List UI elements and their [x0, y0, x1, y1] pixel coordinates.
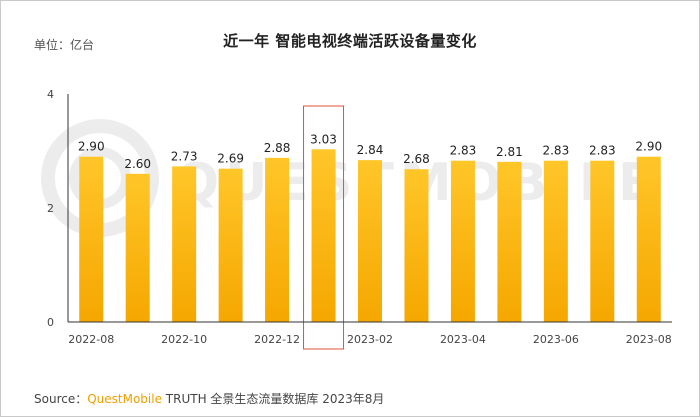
bar-value-label: 2.81 [496, 145, 523, 159]
x-tick-label: 2022-10 [161, 333, 207, 346]
bar-2023-04 [450, 160, 475, 322]
bar-2023-01 [311, 149, 336, 322]
y-tick-label: 4 [47, 88, 54, 101]
axes-layer: 2022-08 2022-10 2022-12 2023-02 2023-04 2023-… [47, 88, 672, 346]
bar-2022-09 [125, 173, 150, 322]
bar-2022-12 [265, 157, 290, 322]
bar-2023-03 [404, 169, 429, 322]
bar-value-label: 2.83 [589, 144, 616, 158]
y-tick-label: 2 [47, 202, 54, 215]
bar-2023-08 [636, 156, 661, 322]
bars-layer: 2.90 2.60 2.73 2.69 2.88 3.03 2.84 2.68 2.83 2.81… [78, 105, 662, 350]
x-tick-label: 2023-02 [347, 333, 393, 346]
unit-label: 单位：亿台 [34, 38, 95, 52]
bar-value-label: 2.83 [450, 144, 477, 158]
bar-2022-11 [218, 168, 243, 322]
bar-2023-07 [590, 160, 615, 322]
x-tick-label: 2023-08 [626, 333, 672, 346]
source-prefix: Source： [34, 392, 88, 406]
bar-2022-10 [172, 166, 197, 322]
bar-value-label: 2.88 [264, 141, 291, 155]
x-tick-label: 2023-06 [533, 333, 579, 346]
bar-value-label: 2.90 [78, 140, 105, 154]
y-tick-label: 0 [47, 316, 54, 329]
source-brand: QuestMobile [87, 392, 162, 406]
bar-2023-05 [497, 161, 522, 322]
bar-value-label: 2.84 [357, 143, 384, 157]
x-tick-label: 2022-12 [254, 333, 300, 346]
x-tick-label: 2022-08 [68, 333, 114, 346]
bar-2022-08 [79, 156, 104, 322]
bar-value-label: 2.60 [124, 157, 151, 171]
bar-value-label: 3.03 [310, 132, 337, 146]
bar-value-label: 2.73 [171, 149, 198, 163]
highlight-box [303, 105, 345, 350]
bar-value-label: 2.90 [635, 140, 662, 154]
bar-value-label: 2.68 [403, 152, 430, 166]
bar-value-label: 2.69 [217, 152, 244, 166]
bar-value-label: 2.83 [542, 144, 569, 158]
chart-title: 近一年 智能电视终端活跃设备量变化 [223, 32, 477, 50]
bar-2023-02 [358, 160, 382, 322]
bar-2023-06 [543, 160, 568, 322]
source-note: Source：QuestMobile TRUTH 全景生态流量数据库 2023年… [34, 390, 384, 407]
x-tick-label: 2023-04 [440, 333, 486, 346]
source-rest: TRUTH 全景生态流量数据库 2023年8月 [161, 392, 385, 406]
